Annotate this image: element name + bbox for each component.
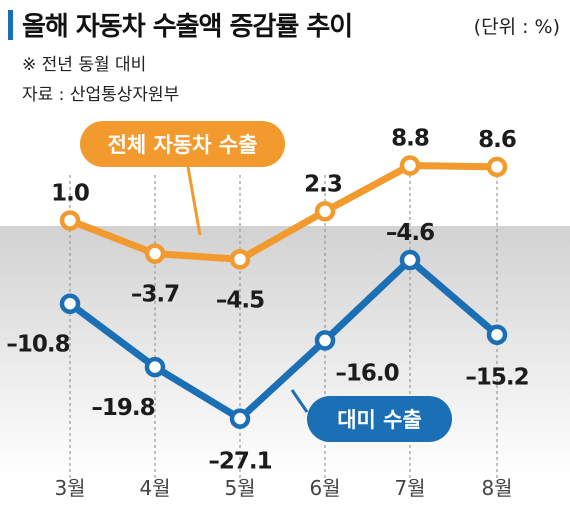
source-label: 자료 : 산업통상자원부: [22, 85, 180, 105]
legend-connector-2: [290, 389, 309, 413]
total-export-point: [59, 210, 81, 231]
total-export-line: [66, 162, 501, 263]
total-export-value-label: 8.6: [478, 127, 516, 153]
us-export-value-label: –4.6: [386, 220, 434, 246]
x-tick-label: 6월: [309, 476, 340, 500]
total-export-point: [399, 155, 421, 176]
total-export-point: [486, 156, 508, 178]
total-export-legend-pill: [80, 121, 285, 167]
x-tick-label: 3월: [54, 476, 85, 500]
comparison-note: ※ 전년 동월 대비: [22, 55, 147, 75]
us-export-point: [399, 249, 421, 271]
us-export-value-label: –15.2: [465, 365, 528, 391]
total-export-value-label: –3.7: [131, 282, 179, 308]
us-export-point: [229, 408, 251, 429]
total-export-value-label: 8.8: [391, 126, 429, 152]
us-export-value-label: –10.8: [6, 332, 69, 358]
chart-title: 올해 자동차 수출액 증감률 추이: [22, 12, 353, 42]
x-tick-label: 4월: [139, 476, 170, 500]
x-tick-label: 7월: [394, 476, 425, 500]
background-band: [0, 226, 570, 476]
us-export-point: [486, 324, 508, 345]
total-export-value-label: 1.0: [51, 181, 89, 207]
total-export-value-label: –4.5: [216, 287, 264, 313]
title-accent-bar: [8, 10, 13, 40]
total-export-point: [314, 201, 336, 222]
total-export-point: [144, 243, 166, 264]
chart-header: 올해 자동차 수출액 증감률 추이 (단위 : %) ※ 전년 동월 대비 자료…: [8, 4, 566, 105]
total-export-legend-label: 전체 자동차 수출: [108, 133, 258, 157]
us-export-legend-pill: [307, 396, 452, 442]
us-export-point: [314, 330, 336, 351]
us-export-point: [144, 356, 166, 378]
total-export-value-label: 2.3: [304, 171, 342, 197]
x-tick-label: 5월: [224, 476, 255, 500]
us-export-value-label: –16.0: [335, 360, 398, 386]
us-export-point: [59, 293, 81, 314]
unit-label: (단위 : %): [473, 16, 560, 38]
total-export-point: [229, 249, 251, 270]
us-export-line: [66, 256, 501, 423]
us-export-legend-label: 대미 수출: [337, 408, 422, 432]
x-tick-label: 8월: [481, 476, 512, 500]
legend-connector-1: [186, 166, 202, 236]
us-export-value-label: –27.1: [208, 449, 271, 475]
us-export-value-label: –19.8: [91, 395, 154, 421]
